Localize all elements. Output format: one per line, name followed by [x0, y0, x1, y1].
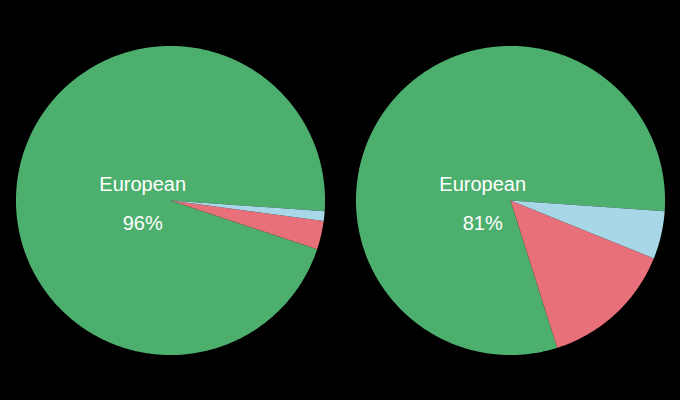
svg-text:European: European	[439, 173, 526, 195]
svg-text:96%: 96%	[123, 212, 163, 234]
svg-text:European: European	[99, 173, 186, 195]
svg-text:81%: 81%	[463, 212, 503, 234]
